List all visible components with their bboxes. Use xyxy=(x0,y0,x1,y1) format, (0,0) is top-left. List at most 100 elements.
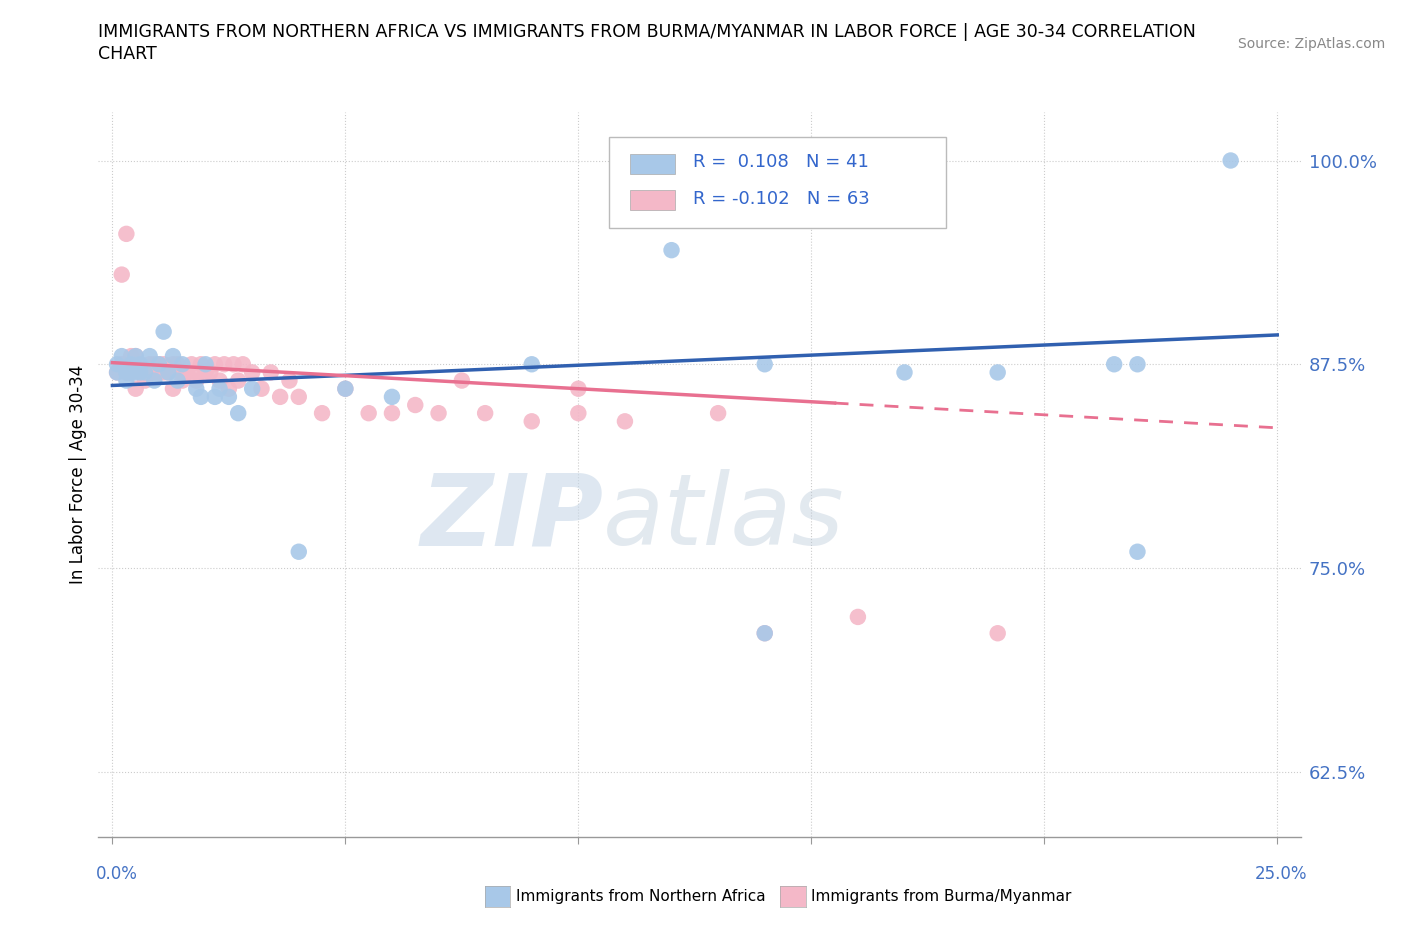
Bar xyxy=(630,190,675,210)
Point xyxy=(129,365,152,379)
Point xyxy=(186,365,208,379)
Point xyxy=(987,626,1010,641)
Point xyxy=(357,405,380,420)
Point xyxy=(260,365,283,379)
Point xyxy=(125,365,148,379)
Point xyxy=(893,365,915,379)
Point xyxy=(222,357,245,372)
Point xyxy=(1219,153,1241,168)
Point xyxy=(152,365,174,379)
Point xyxy=(212,357,235,372)
Point xyxy=(125,349,148,364)
Text: Source: ZipAtlas.com: Source: ZipAtlas.com xyxy=(1237,37,1385,51)
Point xyxy=(138,349,160,364)
Text: CHART: CHART xyxy=(98,45,157,62)
Point xyxy=(754,626,776,641)
Point xyxy=(138,357,160,372)
Point xyxy=(186,373,208,388)
Point xyxy=(148,365,170,379)
Point xyxy=(105,365,128,379)
Point xyxy=(120,357,142,372)
Point xyxy=(204,357,226,372)
Point xyxy=(120,349,142,364)
Point xyxy=(190,390,212,405)
Point xyxy=(111,349,134,364)
Text: atlas: atlas xyxy=(603,470,845,566)
Point xyxy=(200,365,222,379)
Point xyxy=(166,373,188,388)
Point xyxy=(120,365,142,379)
Point xyxy=(115,226,138,241)
Point xyxy=(162,349,184,364)
Point xyxy=(381,390,404,405)
Point xyxy=(115,365,138,379)
Point xyxy=(129,365,152,379)
Point xyxy=(427,405,450,420)
Point xyxy=(661,243,683,258)
Point xyxy=(172,373,194,388)
Point xyxy=(134,373,156,388)
Point xyxy=(846,609,869,624)
Point xyxy=(204,390,226,405)
Point xyxy=(125,381,148,396)
Point xyxy=(166,357,188,372)
Point xyxy=(754,626,776,641)
Point xyxy=(194,357,217,372)
Point xyxy=(613,414,636,429)
Point xyxy=(1126,544,1149,559)
Point xyxy=(129,357,152,372)
Point xyxy=(450,373,472,388)
Point xyxy=(143,373,166,388)
Point xyxy=(162,357,184,372)
Text: R =  0.108   N = 41: R = 0.108 N = 41 xyxy=(693,153,869,171)
Point xyxy=(134,365,156,379)
Point xyxy=(129,357,152,372)
Point xyxy=(335,381,357,396)
Point xyxy=(287,390,309,405)
Point xyxy=(172,365,194,379)
Point xyxy=(143,357,166,372)
Point xyxy=(105,365,128,379)
Point xyxy=(190,357,212,372)
Point xyxy=(152,325,174,339)
Point xyxy=(208,381,231,396)
FancyBboxPatch shape xyxy=(609,137,946,228)
Text: ZIP: ZIP xyxy=(420,470,603,566)
Point xyxy=(1126,357,1149,372)
Point xyxy=(987,365,1010,379)
Point xyxy=(208,373,231,388)
Point xyxy=(172,357,194,372)
Bar xyxy=(630,153,675,174)
Point xyxy=(115,365,138,379)
Text: IMMIGRANTS FROM NORTHERN AFRICA VS IMMIGRANTS FROM BURMA/MYANMAR IN LABOR FORCE : IMMIGRANTS FROM NORTHERN AFRICA VS IMMIG… xyxy=(98,23,1197,41)
Text: R = -0.102   N = 63: R = -0.102 N = 63 xyxy=(693,190,870,207)
Point xyxy=(567,405,589,420)
Text: 0.0%: 0.0% xyxy=(96,865,138,883)
Point xyxy=(111,357,134,372)
Point xyxy=(754,357,776,372)
Point xyxy=(125,349,148,364)
Point xyxy=(194,365,217,379)
Point xyxy=(148,357,170,372)
Point xyxy=(111,267,134,282)
Point xyxy=(157,365,180,379)
Point xyxy=(404,398,426,413)
Point xyxy=(287,544,309,559)
Point xyxy=(278,373,301,388)
Point xyxy=(162,381,184,396)
Text: 25.0%: 25.0% xyxy=(1256,865,1308,883)
Point xyxy=(218,390,240,405)
Text: Immigrants from Northern Africa: Immigrants from Northern Africa xyxy=(516,889,766,904)
Point xyxy=(311,405,333,420)
Point xyxy=(134,365,156,379)
Point xyxy=(226,405,249,420)
Point xyxy=(335,381,357,396)
Point xyxy=(1102,357,1125,372)
Point xyxy=(115,373,138,388)
Point xyxy=(226,373,249,388)
Point xyxy=(250,381,273,396)
Point xyxy=(707,405,730,420)
Point xyxy=(232,357,254,372)
Point xyxy=(143,365,166,379)
Point xyxy=(520,414,543,429)
